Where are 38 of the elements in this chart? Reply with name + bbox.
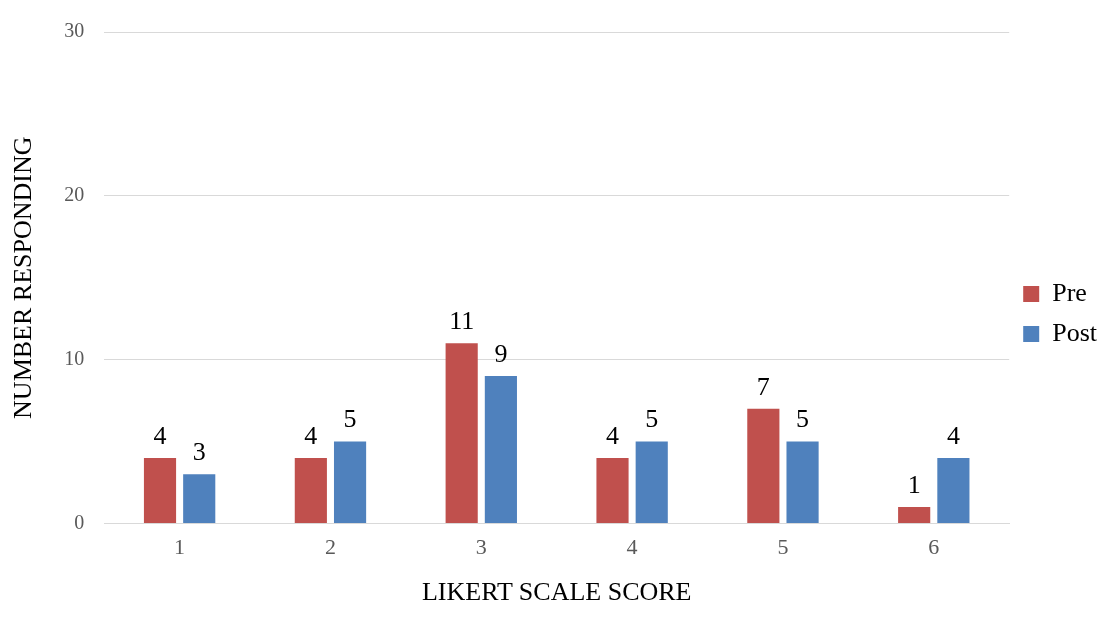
bar xyxy=(596,457,629,523)
data-label: 5 xyxy=(343,404,357,434)
y-tick-label: 0 xyxy=(74,510,85,533)
data-label: 1 xyxy=(907,469,921,499)
data-label: 4 xyxy=(946,420,960,450)
data-label: 5 xyxy=(796,404,810,434)
x-tick-label: 3 xyxy=(475,534,487,560)
x-tick-label: 1 xyxy=(174,534,186,560)
legend-label: Post xyxy=(1052,317,1098,347)
data-label: 4 xyxy=(304,420,318,450)
y-tick-label: 30 xyxy=(64,19,85,42)
y-axis-title: NUMBER RESPONDING xyxy=(8,136,38,419)
data-label: 7 xyxy=(756,371,770,401)
bar xyxy=(333,441,367,523)
bar xyxy=(786,441,819,523)
data-label: 5 xyxy=(645,404,659,434)
x-tick-label: 5 xyxy=(777,534,789,560)
x-tick-label: 4 xyxy=(626,534,638,560)
x-axis-title: LIKERT SCALE SCORE xyxy=(421,577,692,607)
bar xyxy=(183,474,216,523)
bar xyxy=(294,457,327,523)
data-label: 4 xyxy=(606,420,620,450)
bar xyxy=(445,343,478,523)
legend-label: Pre xyxy=(1052,277,1087,307)
bar xyxy=(484,375,517,523)
x-tick-label: 2 xyxy=(324,534,336,560)
bar xyxy=(747,408,780,523)
data-label: 4 xyxy=(153,420,167,450)
data-label: 9 xyxy=(494,338,508,368)
bar xyxy=(898,507,931,523)
y-tick-label: 10 xyxy=(64,346,85,369)
bar xyxy=(937,457,970,523)
bar xyxy=(143,457,177,523)
bar xyxy=(635,441,668,523)
x-tick-label: 6 xyxy=(928,534,940,560)
data-label: 3 xyxy=(192,437,206,467)
y-tick-label: 20 xyxy=(64,183,85,206)
data-label: 11 xyxy=(449,306,475,336)
